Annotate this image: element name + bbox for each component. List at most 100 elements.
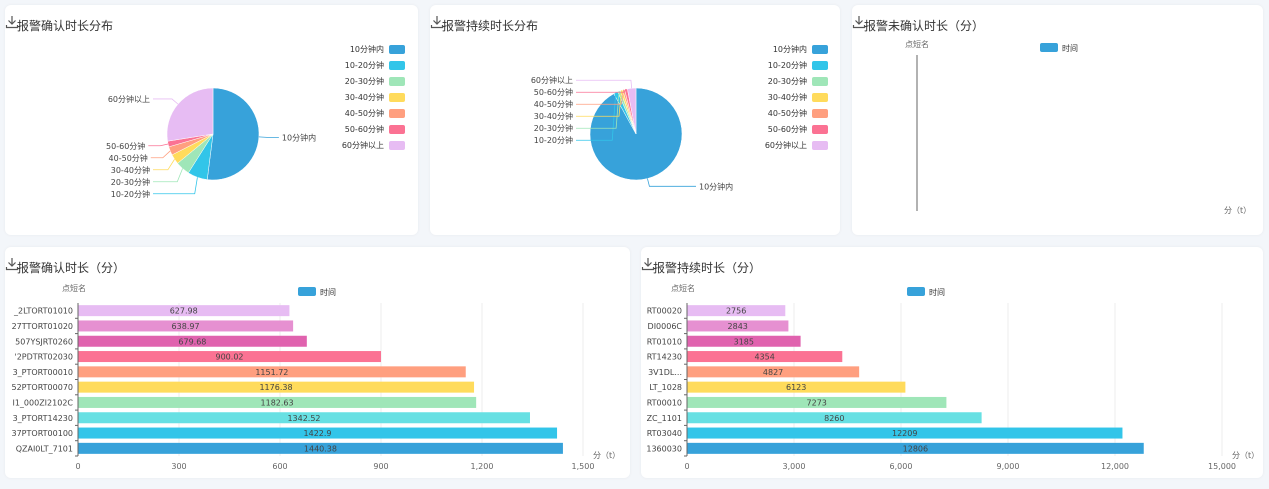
slice-label: 10-20分钟 bbox=[111, 189, 150, 199]
y-tick-label: DI0006C bbox=[648, 322, 683, 331]
legend-swatch[interactable] bbox=[389, 109, 405, 118]
legend-label[interactable]: 60分钟以上 bbox=[765, 140, 807, 150]
bar[interactable] bbox=[78, 381, 475, 393]
legend-label[interactable]: 时间 bbox=[320, 287, 336, 297]
legend-swatch[interactable] bbox=[389, 125, 405, 134]
legend-label[interactable]: 20-30分钟 bbox=[768, 76, 807, 86]
label-line bbox=[576, 89, 624, 105]
legend-label[interactable]: 40-50分钟 bbox=[768, 108, 807, 118]
y-tick-label: ZC_1101 bbox=[647, 414, 682, 423]
bar[interactable] bbox=[78, 305, 290, 317]
y-tick-label: QZAI0LT_7101 bbox=[16, 444, 73, 453]
legend-swatch[interactable] bbox=[812, 141, 828, 150]
label-line bbox=[153, 98, 179, 105]
label-line bbox=[150, 150, 171, 159]
bar[interactable] bbox=[687, 412, 982, 424]
legend-label[interactable]: 60分钟以上 bbox=[342, 140, 384, 150]
x-axis-label: 分（t） bbox=[1232, 451, 1259, 460]
bar[interactable] bbox=[78, 396, 477, 408]
x-axis-label: 分（t） bbox=[593, 451, 620, 460]
y-axis-label: 点短名 bbox=[671, 283, 695, 293]
x-tick-label: 12,000 bbox=[1101, 462, 1129, 471]
bar[interactable] bbox=[78, 351, 382, 363]
legend-swatch[interactable] bbox=[389, 141, 405, 150]
y-axis-label: 点短名 bbox=[62, 283, 86, 293]
bar-value-label: 1182.63 bbox=[261, 398, 294, 407]
label-line bbox=[576, 91, 620, 129]
bar[interactable] bbox=[687, 351, 843, 363]
bar[interactable] bbox=[687, 427, 1123, 439]
download-icon[interactable] bbox=[5, 15, 19, 29]
card-confirm-duration: 报警确认时长（分） 点短名 时间 0 300 600 900 1,200 1,500 分（t） 1… bbox=[5, 247, 630, 478]
legend-label[interactable]: 10-20分钟 bbox=[345, 60, 384, 70]
bar[interactable] bbox=[687, 442, 1144, 454]
label-line bbox=[576, 92, 617, 141]
legend-label[interactable]: 50-60分钟 bbox=[345, 124, 384, 134]
legend-label[interactable]: 30-40分钟 bbox=[768, 92, 807, 102]
download-icon[interactable] bbox=[641, 257, 655, 271]
bar[interactable] bbox=[687, 381, 906, 393]
legend-label[interactable]: 10分钟内 bbox=[350, 44, 384, 54]
legend-label[interactable]: 10-20分钟 bbox=[768, 60, 807, 70]
pie-slice[interactable] bbox=[206, 87, 260, 181]
bar[interactable] bbox=[78, 442, 563, 454]
legend-swatch[interactable] bbox=[389, 45, 405, 54]
legend-swatch[interactable] bbox=[812, 109, 828, 118]
label-line bbox=[258, 136, 279, 138]
legend-label[interactable]: 40-50分钟 bbox=[345, 108, 384, 118]
legend-swatch[interactable] bbox=[389, 77, 405, 86]
slice-label: 60分钟以上 bbox=[531, 75, 573, 85]
legend-swatch[interactable] bbox=[812, 77, 828, 86]
legend-label[interactable]: 时间 bbox=[929, 287, 945, 297]
legend-swatch[interactable] bbox=[389, 61, 405, 70]
y-tick-label: RT01010 bbox=[647, 337, 682, 346]
download-icon[interactable] bbox=[5, 257, 19, 271]
x-tick-label: 1,500 bbox=[572, 462, 595, 471]
bar[interactable] bbox=[687, 320, 789, 332]
y-tick-label: LT_1028 bbox=[649, 383, 682, 392]
label-line bbox=[647, 178, 696, 187]
legend-swatch[interactable] bbox=[907, 287, 925, 296]
legend-swatch[interactable] bbox=[389, 93, 405, 102]
download-icon[interactable] bbox=[430, 15, 444, 29]
bar[interactable] bbox=[78, 320, 294, 332]
bar-value-label: 2843 bbox=[728, 322, 748, 331]
legend-swatch[interactable] bbox=[812, 45, 828, 54]
x-tick-label: 9,000 bbox=[997, 462, 1020, 471]
y-tick-label: 3V1DL... bbox=[648, 368, 682, 377]
legend-label[interactable]: 时间 bbox=[1062, 43, 1078, 53]
pie-chart: 10分钟内 10-20分钟 20-30分钟 30-40分钟 40-50分钟 50-60分钟… bbox=[106, 44, 405, 199]
download-icon[interactable] bbox=[852, 15, 866, 29]
label-line bbox=[153, 177, 198, 195]
bar[interactable] bbox=[78, 427, 558, 439]
slice-label: 50-60分钟 bbox=[534, 87, 573, 97]
bar[interactable] bbox=[78, 366, 466, 378]
bar-value-label: 627.98 bbox=[170, 307, 198, 316]
legend-label[interactable]: 10分钟内 bbox=[773, 44, 807, 54]
card-duration: 报警持续时长（分） 点短名 时间 0 3,000 6,000 9,000 12,000 15,… bbox=[641, 247, 1263, 478]
legend-label[interactable]: 50-60分钟 bbox=[768, 124, 807, 134]
legend-swatch[interactable] bbox=[812, 125, 828, 134]
pie-slice[interactable] bbox=[166, 87, 214, 142]
y-tick-label: 27TTORT01020 bbox=[12, 322, 73, 331]
legend-label[interactable]: 30-40分钟 bbox=[345, 92, 384, 102]
legend-swatch[interactable] bbox=[298, 287, 316, 296]
bar[interactable] bbox=[687, 305, 786, 317]
label-line bbox=[148, 143, 169, 147]
bar-value-label: 638.97 bbox=[172, 322, 200, 331]
y-tick-label: RT03040 bbox=[647, 429, 682, 438]
x-tick-label: 3,000 bbox=[783, 462, 806, 471]
legend-label[interactable]: 20-30分钟 bbox=[345, 76, 384, 86]
bar[interactable] bbox=[687, 396, 947, 408]
bar[interactable] bbox=[687, 335, 801, 347]
legend-swatch[interactable] bbox=[812, 61, 828, 70]
bar[interactable] bbox=[687, 366, 860, 378]
slice-label: 30-40分钟 bbox=[111, 165, 150, 175]
bar-value-label: 900.02 bbox=[216, 353, 244, 362]
bar-value-label: 6123 bbox=[786, 383, 806, 392]
bar[interactable] bbox=[78, 412, 530, 424]
bar-chart: 点短名 时间 0 3,000 6,000 9,000 12,000 15,000 分（t） 128… bbox=[646, 283, 1259, 471]
legend-swatch[interactable] bbox=[812, 93, 828, 102]
legend-swatch[interactable] bbox=[1040, 43, 1058, 52]
bar[interactable] bbox=[78, 335, 307, 347]
